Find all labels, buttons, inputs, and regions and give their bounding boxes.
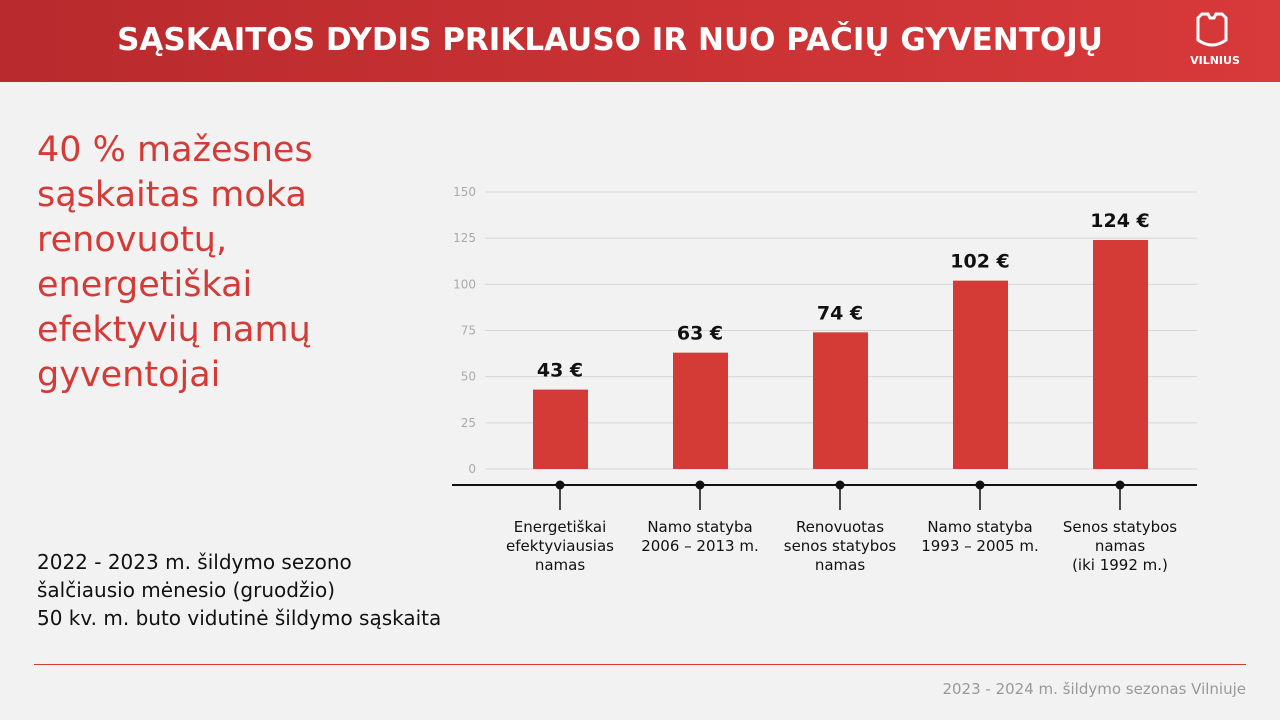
category-dot: [695, 480, 705, 490]
logo-text: VILNIUS: [1190, 54, 1240, 67]
headline-line: sąskaitas moka: [37, 175, 307, 215]
headline-line: energetiškai: [37, 265, 253, 305]
logo-icon: [1196, 12, 1228, 47]
category-dot: [555, 480, 565, 490]
bar: [533, 389, 588, 469]
value-label: 74 €: [817, 302, 863, 324]
headline-line: 40 % mažesnes: [37, 130, 313, 170]
value-label: 102 €: [950, 251, 1010, 273]
subtitle-line: 50 kv. m. buto vidutinė šildymo sąskaita: [37, 606, 442, 630]
y-tick-label: 25: [461, 416, 476, 430]
value-label: 43 €: [537, 360, 583, 382]
x-tick-label: Renovuotas senos statybos namas: [783, 518, 897, 574]
x-tick-label: Namo statyba 1993 – 2005 m.: [921, 518, 1039, 555]
category-dot: [975, 480, 985, 490]
header-title: SĄSKAITOS DYDIS PRIKLAUSO IR NUO PAČIŲ G…: [117, 22, 1103, 58]
subtitle-line: šalčiausio mėnesio (gruodžio): [37, 578, 336, 602]
y-tick-label: 75: [461, 324, 476, 338]
x-tick-label: Senos statybos namas (iki 1992 m.): [1062, 518, 1178, 574]
y-tick-label: 150: [453, 185, 476, 199]
y-tick-label: 0: [468, 462, 476, 476]
footer: 2023 - 2024 m. šildymo sezonas Vilniuje: [942, 680, 1246, 698]
bar: [953, 280, 1008, 469]
value-label: 63 €: [677, 323, 723, 345]
headline-line: efektyvių namų: [37, 310, 311, 350]
subtitle-line: 2022 - 2023 m. šildymo sezono: [37, 550, 352, 574]
subtitle: 2022 - 2023 m. šildymo sezono šalčiausio …: [37, 548, 441, 632]
category-dot: [1115, 480, 1125, 490]
footer-rule: [34, 664, 1246, 665]
bar: [673, 352, 728, 469]
headline: 40 % mažesnes sąskaitas moka renovuotų, ene…: [37, 128, 313, 398]
headline-line: renovuotų,: [37, 220, 228, 260]
header-bar: [0, 0, 1280, 82]
bar: [813, 332, 868, 469]
x-tick-label: Energetiškai efektyviausias namas: [506, 518, 614, 574]
value-label: 124 €: [1090, 210, 1150, 232]
y-tick-label: 50: [461, 370, 476, 384]
y-tick-label: 125: [453, 231, 476, 245]
y-tick-label: 100: [453, 277, 476, 291]
headline-line: gyventojai: [37, 355, 221, 395]
bar: [1093, 240, 1148, 469]
x-tick-label: Namo statyba 2006 – 2013 m.: [641, 518, 759, 555]
category-dot: [835, 480, 845, 490]
